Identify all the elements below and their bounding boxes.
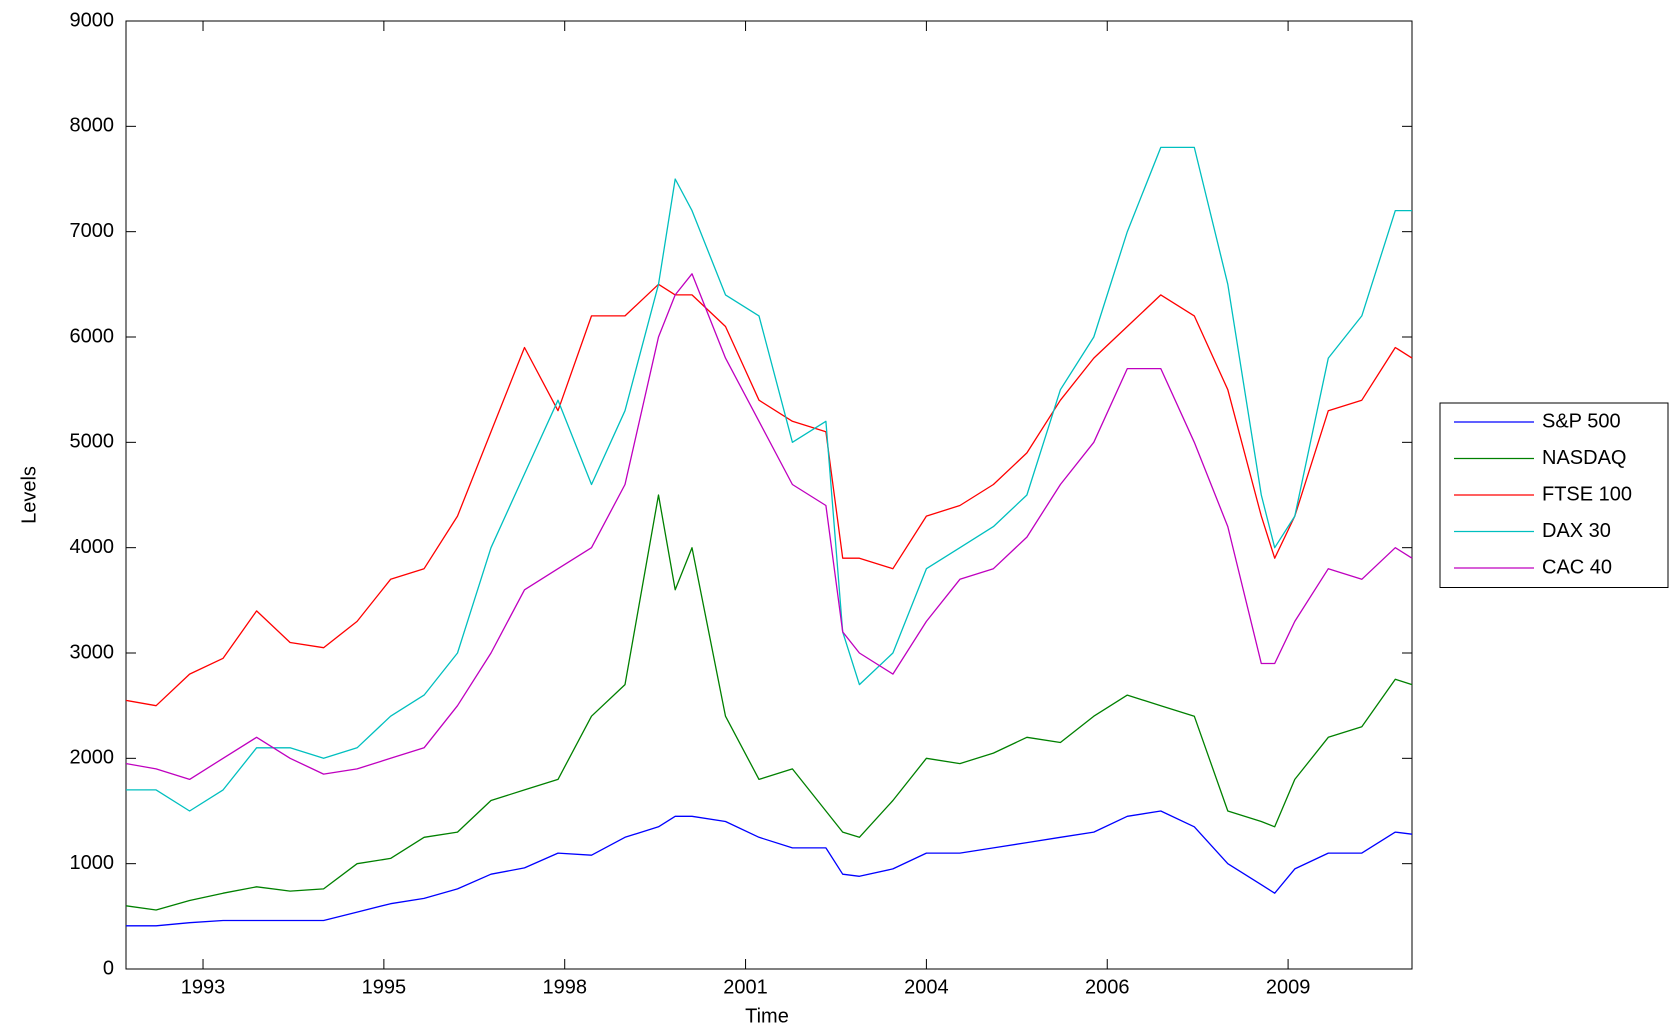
legend-label: NASDAQ (1542, 447, 1626, 469)
y-tick-label: 3000 (70, 641, 115, 663)
legend-label: CAC 40 (1542, 556, 1612, 578)
series-line (126, 146, 1412, 812)
x-tick-label: 2001 (723, 976, 768, 998)
x-tick-label: 1995 (362, 976, 407, 998)
x-tick-label: 2009 (1266, 976, 1311, 998)
y-tick-label: 0 (103, 957, 114, 979)
y-axis-label: Levels (18, 466, 40, 524)
y-tick-label: 6000 (70, 325, 115, 347)
series-line (125, 283, 1413, 707)
y-tick-label: 4000 (70, 536, 115, 558)
x-tick-label: 2004 (904, 976, 949, 998)
series-line (126, 810, 1413, 927)
y-tick-label: 8000 (70, 115, 115, 137)
y-tick-label: 7000 (70, 220, 115, 242)
x-tick-label: 1998 (542, 976, 587, 998)
series-line (125, 273, 1413, 781)
legend-label: S&P 500 (1542, 410, 1621, 432)
y-tick-label: 5000 (70, 431, 115, 453)
y-tick-label: 9000 (70, 9, 115, 31)
x-tick-label: 2006 (1085, 976, 1130, 998)
plot-frame (125, 20, 1413, 970)
x-tick-label: 1993 (181, 976, 226, 998)
legend-label: FTSE 100 (1542, 483, 1632, 505)
legend-label: DAX 30 (1542, 520, 1611, 542)
y-tick-label: 1000 (70, 852, 115, 874)
x-axis-label: Time (745, 1005, 789, 1027)
series-line (125, 494, 1413, 911)
y-tick-label: 2000 (70, 747, 115, 769)
